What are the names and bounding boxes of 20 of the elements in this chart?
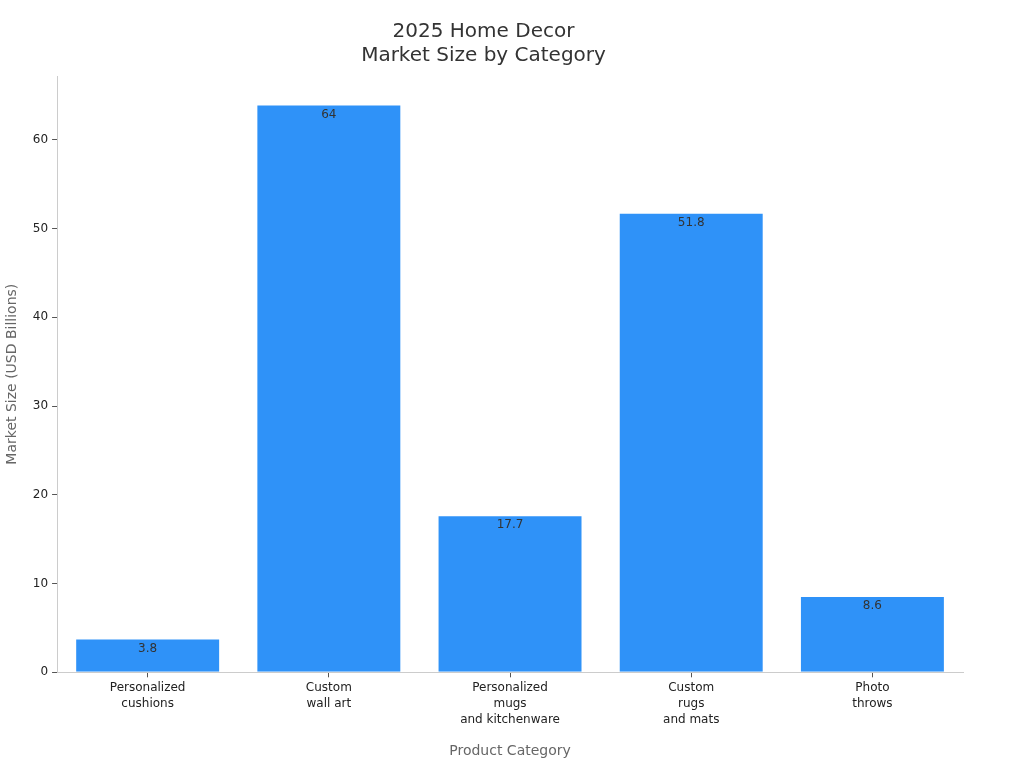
x-tick-label: Custom wall art	[305, 680, 352, 711]
y-tick-label: 20	[32, 486, 49, 501]
chart-title: 2025 Home Decor Market Size by Category	[361, 18, 607, 67]
x-tick-label: Personalized mugs and kitchenware	[460, 680, 560, 727]
x-tick-label: Photo throws	[852, 680, 893, 711]
y-tick-label: 60	[32, 132, 49, 147]
y-tick-label: 40	[32, 309, 49, 324]
data-label: 3.8	[138, 640, 158, 655]
y-axis-title: Market Size (USD Billions)	[3, 283, 20, 465]
x-tick-label: Personalized cushions	[109, 680, 186, 711]
y-tick-label: 30	[32, 398, 49, 413]
data-label: 8.6	[862, 598, 882, 613]
y-tick-label: 50	[32, 220, 49, 235]
y-tick-label: 0	[40, 664, 49, 679]
data-label: 51.8	[677, 214, 705, 229]
x-tick-label: Custom rugs and mats	[663, 680, 720, 727]
y-tick-label: 10	[32, 575, 49, 590]
x-axis-title: Product Category	[449, 742, 571, 759]
data-label: 17.7	[496, 517, 524, 532]
data-label: 64	[321, 106, 337, 121]
